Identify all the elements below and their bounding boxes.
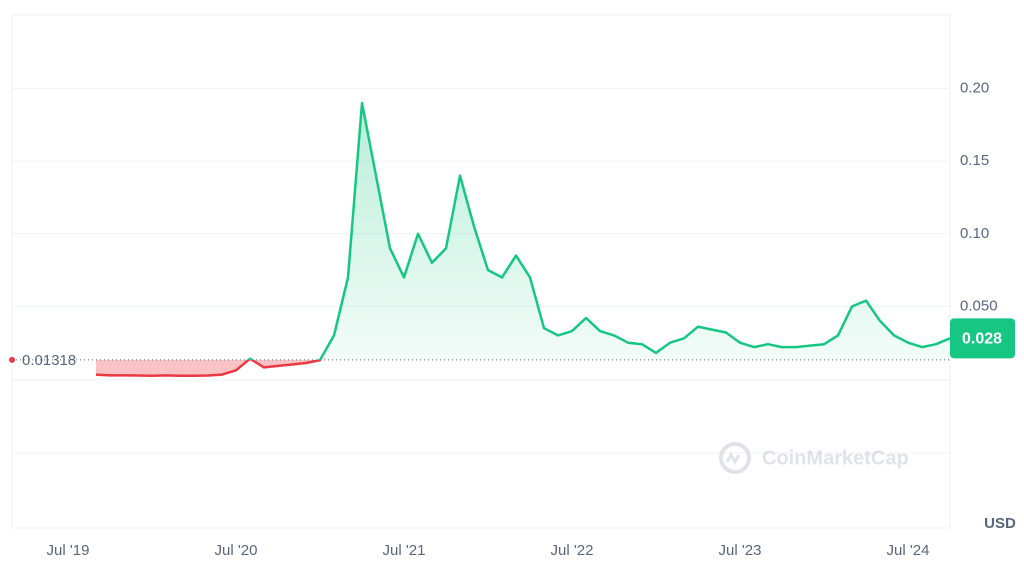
price-line-down [95, 359, 322, 378]
y-tick-label: 0.10 [960, 225, 989, 242]
price-line-up [246, 101, 950, 360]
baseline-marker [9, 356, 15, 363]
y-tick-label: 0.050 [960, 297, 998, 314]
baseline-label: 0.01318 [22, 352, 76, 369]
x-tick-label: Jul '20 [215, 542, 258, 559]
y-tick-label: 0.15 [960, 152, 989, 169]
x-tick-label: Jul '19 [47, 542, 90, 559]
watermark: CoinMarketCap [719, 442, 909, 474]
x-tick-label: Jul '22 [551, 542, 594, 559]
watermark-text: CoinMarketCap [762, 447, 909, 469]
x-tick-label: Jul '21 [383, 542, 426, 559]
x-tick-label: Jul '24 [887, 542, 930, 559]
axis-unit: USD [984, 515, 1016, 532]
y-tick-label: 0.20 [960, 80, 989, 97]
area-down [96, 359, 950, 376]
x-tick-label: Jul '23 [719, 542, 762, 559]
current-price-badge [950, 318, 1015, 359]
area-up [248, 103, 950, 360]
current-price-label: 0.028 [962, 331, 1002, 348]
